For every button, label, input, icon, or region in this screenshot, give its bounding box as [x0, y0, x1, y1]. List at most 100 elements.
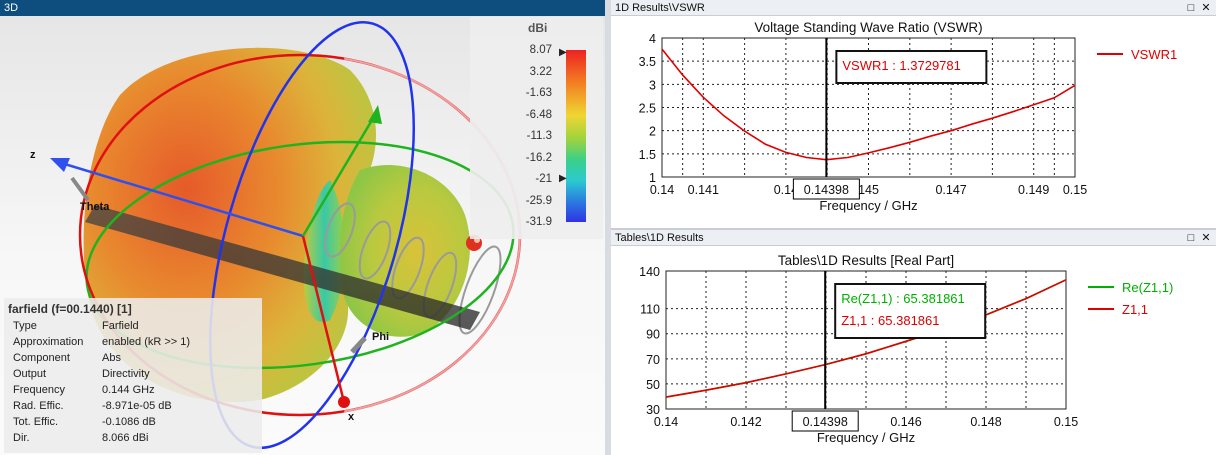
series-line — [661, 48, 1076, 161]
info-key: Rad. Effic. — [13, 400, 64, 412]
x-axis-marker — [338, 396, 350, 408]
info-row: Rad. Effic. -8.971e-05 dB — [4, 398, 262, 414]
x-tick-label: 0.15 — [1063, 183, 1087, 197]
info-key: Dir. — [13, 432, 30, 444]
farfield-info-header: farfield (f=00.1440) [1] — [8, 302, 132, 316]
view-3d-title: 3D — [4, 2, 19, 14]
x-tick-label: 0.147 — [935, 183, 966, 197]
colorbar-max-handle[interactable]: ▶ — [559, 47, 567, 58]
info-key: Output — [13, 368, 47, 380]
marker-readout-text: Z1,1 : 65.381861 — [841, 313, 939, 328]
marker-readout-text: Re(Z1,1) : 65.381861 — [841, 291, 965, 306]
colorbar-tick-label: 3.22 — [529, 65, 552, 78]
info-value: Abs — [102, 352, 121, 364]
x-axis-label: Frequency / GHz — [819, 198, 917, 213]
legend-label: VSWR1 — [1131, 47, 1177, 62]
marker-readout-box — [834, 283, 987, 339]
y-tick-label: 1.5 — [639, 148, 656, 162]
x-axis-label: x — [348, 411, 355, 423]
legend-label: Z1,1 — [1122, 302, 1148, 317]
legend-label: Re(Z1,1) — [1122, 280, 1173, 295]
marker-x-label-box — [791, 410, 859, 432]
vswr-window-title: 1D Results\VSWR — [615, 2, 705, 14]
phi-label: Phi — [372, 331, 389, 343]
x-tick-label: 0.14 — [774, 183, 798, 197]
tables-window: Tables\1D Results □ ✕ Tables\1D Results … — [611, 228, 1216, 455]
z-axis-line — [57, 160, 304, 238]
y-tick-label: 2.5 — [639, 102, 656, 116]
z-axis-arrow — [50, 158, 70, 172]
vswr-chart[interactable]: Voltage Standing Wave Ratio (VSWR) 0.14 0.… — [611, 16, 1216, 228]
tables-chart[interactable]: Tables\1D Results [Real Part] 0.14 0.142 0.… — [611, 246, 1216, 455]
plot-frame — [661, 37, 1076, 178]
farfield-info-panel: farfield (f=00.1440) [1] Type Farfield App… — [4, 298, 262, 453]
info-key: Frequency — [13, 384, 65, 396]
x-tick-label: 0.141 — [688, 183, 719, 197]
x-tick-label: 0.14 — [654, 415, 678, 429]
theta-arrow — [70, 176, 90, 202]
y-tick-label: 30 — [646, 403, 660, 417]
colorbar-tick-label: -1.63 — [525, 87, 552, 99]
info-row: Component Abs — [4, 350, 262, 366]
view-3d-titlebar[interactable]: 3D — [0, 0, 605, 16]
tables-window-title: Tables\1D Results — [615, 232, 704, 244]
view-3d-window: 3D — [0, 0, 605, 455]
colorbar-tick-label: 8.07 — [529, 44, 552, 56]
y-tick-label: 90 — [646, 328, 660, 342]
info-value: 8.066 dBi — [102, 432, 149, 444]
info-value: enabled (kR >> 1) — [102, 336, 191, 348]
theta-label: Theta — [80, 201, 110, 213]
y-tick-label: 70 — [646, 353, 660, 367]
tables-titlebar[interactable]: Tables\1D Results □ ✕ — [611, 230, 1216, 246]
y-tick-label: 3.5 — [639, 55, 656, 69]
phi-arrow — [350, 336, 367, 354]
info-row: Output Directivity — [4, 366, 262, 382]
info-value: Directivity — [102, 368, 150, 380]
info-row: Type Farfield — [4, 318, 262, 334]
y-tick-label: 1 — [649, 171, 656, 185]
vswr-titlebar[interactable]: 1D Results\VSWR □ ✕ — [611, 0, 1216, 16]
colorbar-gradient[interactable] — [566, 50, 586, 222]
pane-splitter[interactable] — [605, 0, 611, 455]
info-value: Farfield — [102, 320, 139, 332]
y-axis-line — [301, 114, 377, 237]
x-axis-label: Frequency / GHz — [817, 430, 915, 445]
maximize-button[interactable]: □ — [1187, 232, 1195, 244]
info-row: Tot. Effic. -0.1086 dB — [4, 414, 262, 430]
info-value: -0.1086 dB — [102, 416, 156, 428]
y-axis-arrow — [368, 105, 382, 124]
x-tick-label: 0.15 — [1054, 415, 1078, 429]
x-tick-label: 0.149 — [1018, 183, 1049, 197]
y-tick-label: 3 — [649, 78, 656, 92]
marker-readout-text: VSWR1 : 1.3729781 — [842, 58, 961, 73]
series-line — [665, 279, 1067, 398]
y-tick-label: 4 — [649, 32, 656, 46]
vswr-window: 1D Results\VSWR □ ✕ Voltage Standing Wav… — [611, 0, 1216, 228]
y-tick-label: 140 — [639, 265, 660, 279]
marker-readout-box — [835, 50, 988, 84]
x-axis-line — [301, 235, 345, 399]
colorbar-tick-label: -21 — [535, 173, 552, 185]
info-row: Frequency 0.144 GHz — [4, 382, 262, 398]
info-key: Approximation — [13, 336, 84, 348]
colorbar-tick-label: -6.48 — [525, 108, 552, 121]
farfield-3d-scene[interactable]: z Theta Phi x — [0, 0, 605, 455]
y-tick-label: 50 — [646, 378, 660, 392]
colorbar-unit: dBi — [528, 21, 548, 35]
colorbar-tick-label: -31.9 — [525, 216, 552, 228]
colorbar-min-handle[interactable]: ▶ — [559, 173, 567, 184]
maximize-button[interactable]: □ — [1187, 2, 1195, 14]
x-tick-label: 0.146 — [890, 415, 921, 429]
x-tick-label: 145 — [858, 183, 879, 197]
info-row: Approximation enabled (kR >> 1) — [4, 334, 262, 350]
colorbar-tick-label: -25.9 — [525, 194, 552, 207]
y-tick-label: 2 — [649, 125, 656, 139]
info-key: Component — [13, 352, 70, 364]
close-button[interactable]: ✕ — [1201, 232, 1211, 244]
marker-x-label: 0.14398 — [804, 183, 849, 197]
info-key: Type — [13, 320, 37, 332]
close-button[interactable]: ✕ — [1201, 2, 1211, 14]
chart-title: Tables\1D Results [Real Part] — [778, 253, 954, 268]
info-value: -8.971e-05 dB — [102, 400, 172, 412]
plot-frame — [665, 270, 1067, 410]
